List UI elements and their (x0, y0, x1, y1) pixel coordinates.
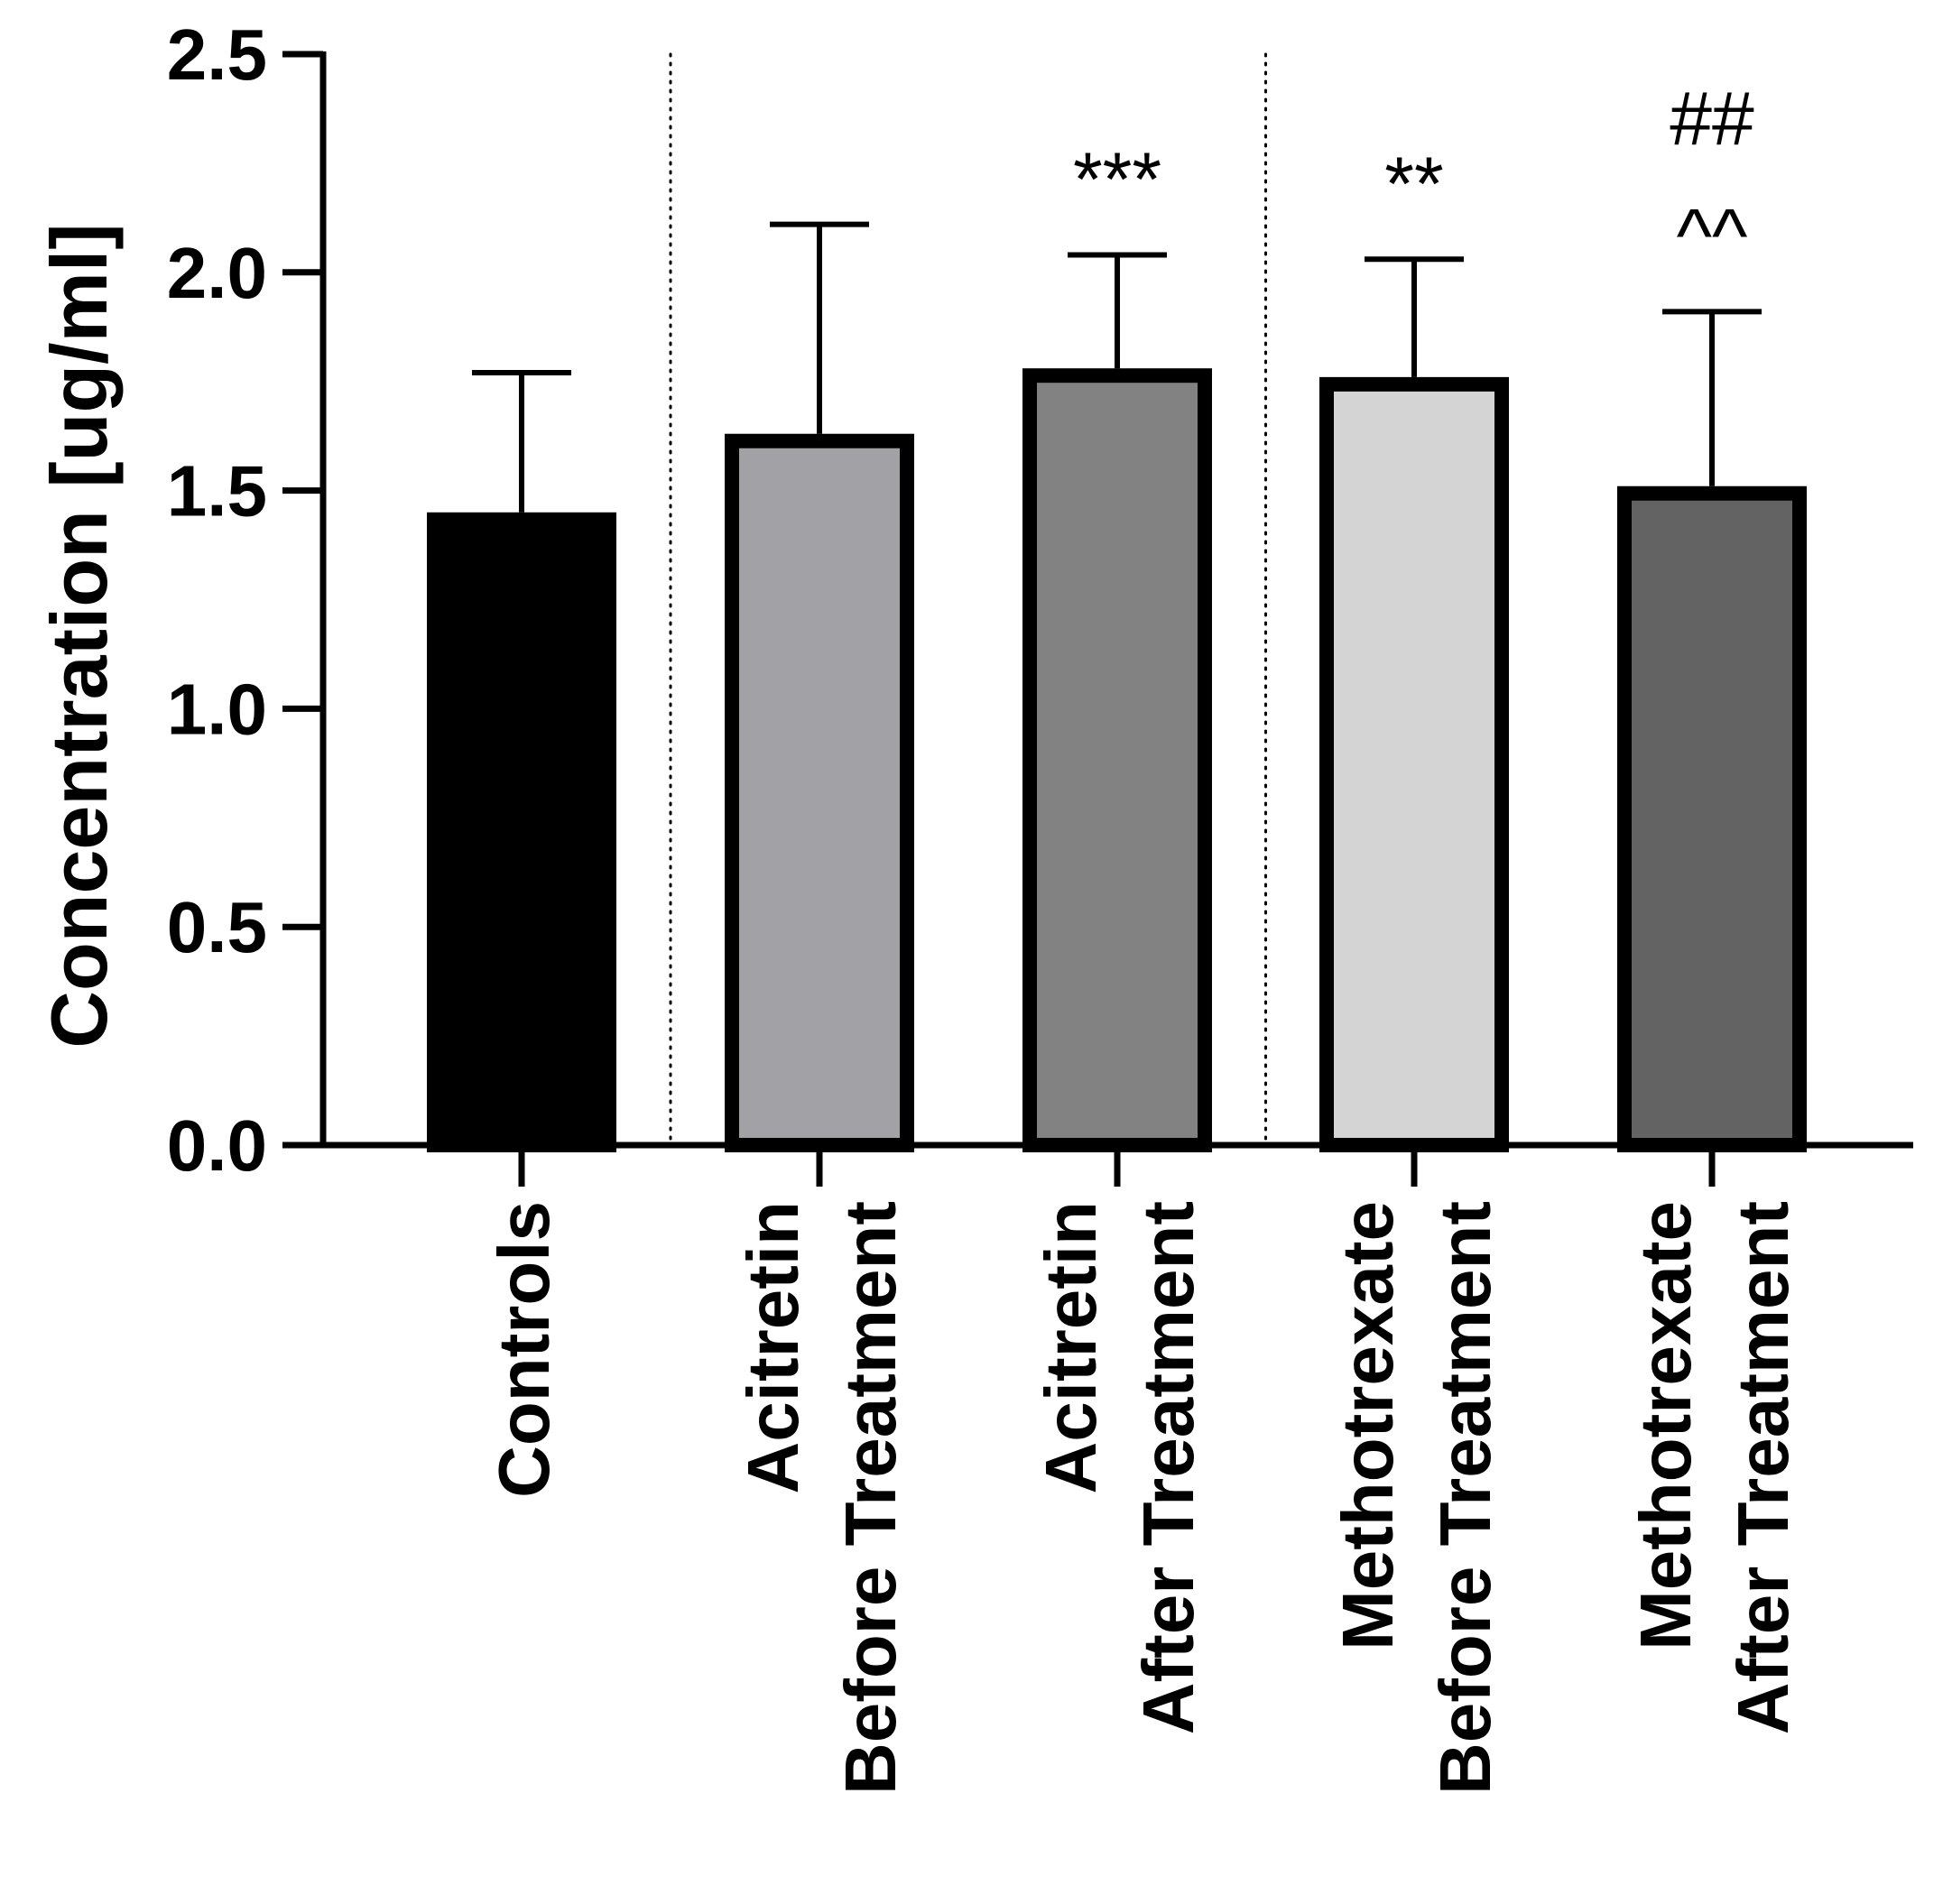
significance-marker: ^^ (1677, 193, 1748, 278)
x-category-label: Before Treatment (1425, 1201, 1505, 1795)
y-tick-label: 1.5 (167, 451, 267, 531)
x-category-label: After Treatment (1128, 1201, 1208, 1734)
bar (1319, 376, 1509, 1152)
x-category-label: Acitretin (1031, 1201, 1111, 1494)
x-category-label: Methotrexate (1328, 1201, 1408, 1650)
bar (1617, 485, 1807, 1152)
bar (725, 433, 914, 1152)
x-category-label: Before Treatment (830, 1201, 911, 1795)
y-axis-title: Concentration [ug/ml] (34, 223, 124, 1048)
bars (427, 368, 1807, 1152)
y-tick-label: 1.0 (167, 669, 267, 749)
significance-annotations: *** **##^^ (1073, 76, 1754, 278)
significance-marker: ## (1670, 76, 1754, 161)
x-category-label: Acitretin (733, 1201, 813, 1494)
x-category-label: Controls (484, 1201, 564, 1498)
x-ticks: Controls Acitretin Before Treatment Acitret… (484, 1145, 1803, 1795)
y-tick-label: 2.0 (167, 233, 267, 313)
bar (427, 512, 616, 1152)
y-tick-label: 0.5 (167, 887, 267, 967)
x-category-label: After Treatment (1723, 1201, 1803, 1734)
x-category-label: Methotrexate (1625, 1201, 1706, 1650)
y-ticks: 0.0 0.5 1.0 1.5 2.0 2.5 (167, 14, 323, 1186)
group-separators (669, 52, 1267, 1147)
error-bars (472, 221, 1762, 513)
y-tick-label: 2.5 (167, 14, 267, 95)
bar (1022, 368, 1212, 1152)
significance-marker: *** (1073, 136, 1161, 221)
significance-marker: ** (1384, 141, 1443, 226)
y-tick-label: 0.0 (167, 1105, 267, 1186)
